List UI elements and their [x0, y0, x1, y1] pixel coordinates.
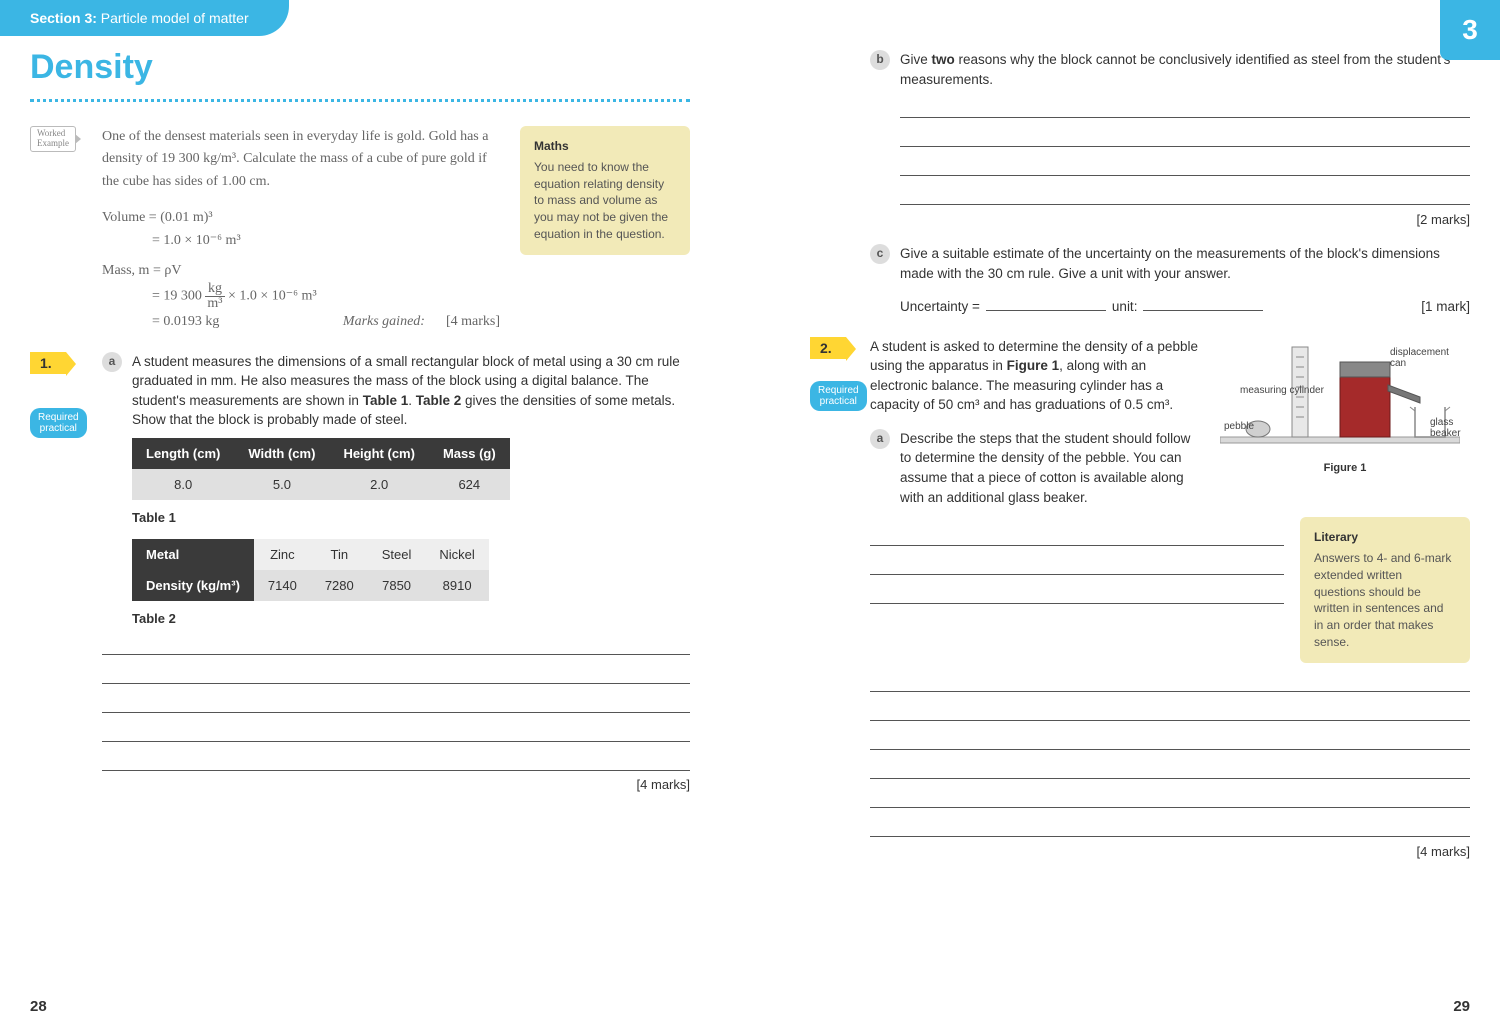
answer-line[interactable] [900, 175, 1470, 176]
worked-example-badge: Worked Example [30, 126, 76, 152]
dotted-divider [30, 99, 690, 102]
section-title: Particle model of matter [101, 10, 249, 26]
table-2-caption: Table 2 [132, 611, 690, 626]
table-1-caption: Table 1 [132, 510, 690, 525]
q1c-letter: c [870, 244, 890, 264]
q1c-block: c Give a suitable estimate of the uncert… [810, 244, 1470, 317]
chapter-tab: 3 [1440, 0, 1500, 60]
we-vol2: = 1.0 × 10⁻⁶ m³ [152, 230, 500, 252]
fig-pebble-label: pebble [1224, 421, 1254, 432]
we-mass1: Mass, m = ρV [102, 260, 500, 282]
answer-line[interactable] [870, 720, 1470, 721]
fig-cyl-label: measuring cylinder [1240, 385, 1324, 396]
table-2: Metal Zinc Tin Steel Nickel Density (kg/… [132, 539, 489, 601]
maths-callout-body: You need to know the equation relating d… [534, 160, 668, 241]
fig-can-label: displacement can [1390, 347, 1460, 369]
unit-blank[interactable] [1143, 298, 1263, 312]
answer-line[interactable] [900, 204, 1470, 205]
q2a-marks: [4 marks] [870, 843, 1470, 862]
q1b-letter: b [870, 50, 890, 70]
q1b-marks: [2 marks] [900, 211, 1470, 230]
answer-line[interactable] [870, 778, 1470, 779]
we-prompt: One of the densest materials seen in eve… [102, 126, 500, 193]
literary-callout-title: Literary [1314, 529, 1456, 546]
section-tab: Section 3: Particle model of matter [0, 0, 289, 36]
worked-example-block: Worked Example One of the densest materi… [30, 126, 690, 334]
q2-intro: A student is asked to determine the dens… [870, 337, 1204, 415]
literary-callout: Literary Answers to 4- and 6-mark extend… [1300, 517, 1470, 663]
answer-line[interactable] [102, 654, 690, 655]
literary-callout-body: Answers to 4- and 6-mark extended writte… [1314, 551, 1451, 649]
unit-label: unit: [1112, 297, 1138, 317]
answer-line[interactable] [900, 117, 1470, 118]
answer-line[interactable] [102, 683, 690, 684]
q1c-marks: [1 mark] [1421, 297, 1470, 317]
answer-line[interactable] [870, 836, 1470, 837]
answer-line[interactable] [870, 545, 1284, 546]
marks-gained-label: Marks gained: [343, 314, 425, 329]
section-prefix: Section 3: [30, 10, 97, 26]
page-title: Density [30, 48, 690, 87]
q1c-text: Give a suitable estimate of the uncertai… [900, 244, 1470, 283]
table-1: Length (cm) Width (cm) Height (cm) Mass … [132, 438, 510, 500]
answer-line[interactable] [870, 807, 1470, 808]
answer-line[interactable] [870, 691, 1470, 692]
q1-block: 1. Required practical a A student measur… [30, 352, 690, 792]
q1a-letter: a [102, 352, 122, 372]
answer-line[interactable] [870, 749, 1470, 750]
we-vol1: Volume = (0.01 m)³ [102, 207, 500, 229]
q1-number-badge: 1. [30, 352, 66, 374]
page-left: Section 3: Particle model of matter Dens… [0, 0, 750, 1035]
marks-gained-value: [4 marks] [446, 314, 500, 329]
answer-line[interactable] [102, 741, 690, 742]
q2a-text: Describe the steps that the student shou… [900, 429, 1204, 507]
figure-1-caption: Figure 1 [1220, 461, 1470, 477]
q1b-text: Give two reasons why the block cannot be… [900, 50, 1470, 89]
q1b-block: b Give two reasons why the block cannot … [810, 50, 1470, 230]
answer-line[interactable] [102, 712, 690, 713]
answer-line[interactable] [900, 146, 1470, 147]
page-number-left: 28 [30, 998, 47, 1015]
we-mass2: = 19 300 kgm³ × 1.0 × 10⁻⁶ m³ [152, 282, 500, 311]
q2-block: 2. Required practical A student is asked… [810, 337, 1470, 862]
q1a-marks: [4 marks] [102, 777, 690, 792]
answer-line[interactable] [870, 574, 1284, 575]
q2-number-badge: 2. [810, 337, 846, 359]
maths-callout: Maths You need to know the equation rela… [520, 126, 690, 255]
uncertainty-label: Uncertainty = [900, 297, 980, 317]
figure-1: measuring cylinder pebble displacement c… [1220, 337, 1470, 477]
answer-line[interactable] [102, 770, 690, 771]
q2a-letter: a [870, 429, 890, 449]
q2-required-badge: Required practical [810, 381, 867, 411]
fig-beaker-label: glass beaker [1430, 417, 1461, 439]
page-number-right: 29 [1453, 998, 1470, 1015]
uncertainty-blank[interactable] [986, 298, 1106, 312]
page-right: 3 b Give two reasons why the block canno… [750, 0, 1500, 1035]
q1a-text: A student measures the dimensions of a s… [132, 352, 690, 430]
q1-required-badge: Required practical [30, 408, 87, 438]
maths-callout-title: Maths [534, 138, 676, 155]
answer-line[interactable] [870, 603, 1284, 604]
we-mass3: = 0.0193 kg [152, 311, 219, 333]
